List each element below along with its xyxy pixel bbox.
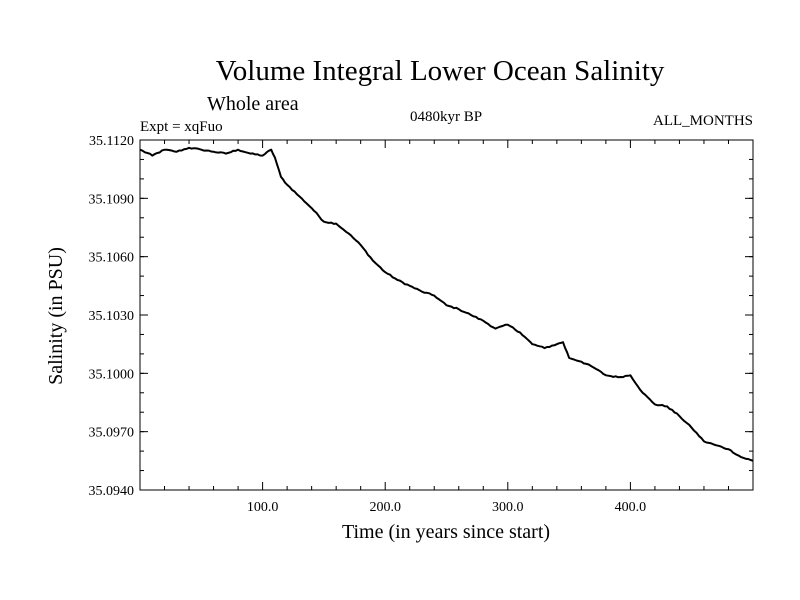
x-tick-label: 400.0 — [615, 500, 647, 515]
period-label: 0480kyr BP — [410, 109, 482, 125]
plot-frame — [139, 139, 754, 491]
y-tick-label: 35.1060 — [89, 251, 135, 266]
experiment-label: Expt = xqFuo — [140, 119, 223, 135]
x-tick-label: 100.0 — [247, 500, 279, 515]
y-tick-label: 35.1000 — [89, 367, 135, 382]
y-tick-label: 35.1120 — [89, 134, 134, 149]
y-tick-label: 35.1030 — [89, 309, 135, 324]
y-axis-label: Salinity (in PSU) — [45, 247, 67, 385]
y-tick-label: 35.0970 — [89, 426, 135, 441]
chart-title: Volume Integral Lower Ocean Salinity — [216, 55, 665, 87]
y-tick-label: 35.1090 — [89, 192, 135, 207]
series-line-salinity — [139, 146, 754, 462]
y-tick-label: 35.0940 — [89, 484, 135, 499]
x-axis: 100.0 200.0 300.0 400.0 — [164, 140, 729, 515]
x-axis-label: Time (in years since start) — [342, 521, 550, 543]
months-label: ALL_MONTHS — [653, 113, 753, 129]
y-axis: 35.0940 35.0970 35.1000 35.1030 35.1060 35.10… — [89, 134, 753, 499]
x-tick-label: 200.0 — [369, 500, 401, 515]
x-tick-label: 300.0 — [492, 500, 524, 515]
chart-subtitle: Whole area — [207, 93, 299, 115]
